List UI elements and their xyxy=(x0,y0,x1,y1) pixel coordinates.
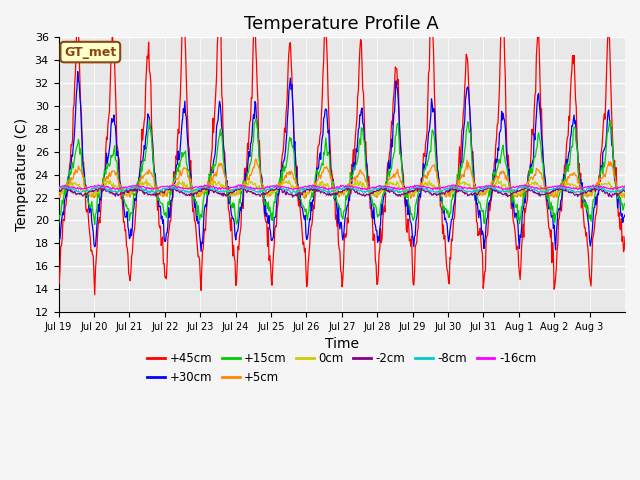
0cm xyxy=(300,195,308,201)
Legend: +45cm, +30cm, +15cm, +5cm, 0cm, -2cm, -8cm, -16cm: +45cm, +30cm, +15cm, +5cm, 0cm, -2cm, -8… xyxy=(143,347,541,388)
+45cm xyxy=(91,292,99,298)
-16cm xyxy=(433,185,441,191)
+15cm xyxy=(621,201,629,206)
Line: -8cm: -8cm xyxy=(58,186,625,193)
+15cm xyxy=(253,116,260,122)
+15cm xyxy=(121,200,129,206)
+5cm xyxy=(433,176,441,181)
X-axis label: Time: Time xyxy=(324,337,359,351)
+5cm xyxy=(254,162,262,168)
+30cm xyxy=(433,166,441,172)
+5cm xyxy=(54,191,62,197)
-16cm xyxy=(225,185,233,191)
+15cm xyxy=(54,222,62,228)
-8cm xyxy=(121,188,129,193)
+30cm xyxy=(255,144,262,149)
Y-axis label: Temperature (C): Temperature (C) xyxy=(15,118,29,231)
0cm xyxy=(433,185,440,191)
-2cm xyxy=(54,187,62,192)
+15cm xyxy=(275,178,283,184)
0cm xyxy=(493,176,501,182)
+30cm xyxy=(54,233,62,239)
+5cm xyxy=(402,185,410,191)
-2cm xyxy=(121,189,129,194)
0cm xyxy=(275,185,282,191)
-16cm xyxy=(237,182,244,188)
-8cm xyxy=(402,188,410,193)
+30cm xyxy=(621,212,629,218)
-2cm xyxy=(401,191,409,196)
-16cm xyxy=(54,183,62,189)
Title: Temperature Profile A: Temperature Profile A xyxy=(244,15,439,33)
Line: -2cm: -2cm xyxy=(58,187,625,197)
+15cm xyxy=(433,168,440,173)
+45cm xyxy=(401,200,409,206)
0cm xyxy=(253,184,261,190)
-2cm xyxy=(275,186,283,192)
+45cm xyxy=(254,99,262,105)
0cm xyxy=(621,189,629,195)
0cm xyxy=(401,188,409,193)
+30cm xyxy=(197,249,205,254)
0cm xyxy=(225,189,233,195)
-8cm xyxy=(275,184,283,190)
-2cm xyxy=(608,194,616,200)
+45cm xyxy=(433,151,440,156)
+15cm xyxy=(225,193,233,199)
-2cm xyxy=(433,192,440,198)
+45cm xyxy=(499,1,507,7)
Line: +45cm: +45cm xyxy=(58,4,625,295)
Line: +15cm: +15cm xyxy=(58,119,625,225)
+5cm xyxy=(621,195,629,201)
+30cm xyxy=(74,69,81,74)
+30cm xyxy=(227,204,234,210)
+45cm xyxy=(54,270,62,276)
+30cm xyxy=(402,204,410,209)
Line: -16cm: -16cm xyxy=(58,185,625,190)
-16cm xyxy=(275,184,283,190)
Line: +30cm: +30cm xyxy=(58,72,625,252)
+30cm xyxy=(276,183,284,189)
-16cm xyxy=(121,184,129,190)
-8cm xyxy=(54,185,62,191)
+45cm xyxy=(621,234,629,240)
-8cm xyxy=(144,190,152,196)
Text: GT_met: GT_met xyxy=(64,46,116,59)
-16cm xyxy=(621,183,629,189)
+5cm xyxy=(225,189,233,194)
Line: +5cm: +5cm xyxy=(58,159,625,199)
0cm xyxy=(54,190,62,195)
+5cm xyxy=(301,196,308,202)
+45cm xyxy=(275,184,283,190)
-8cm xyxy=(226,188,234,194)
+15cm xyxy=(401,194,409,200)
-8cm xyxy=(433,190,441,195)
+15cm xyxy=(254,131,262,137)
-2cm xyxy=(225,191,233,196)
0cm xyxy=(121,188,129,194)
-8cm xyxy=(621,185,629,191)
+5cm xyxy=(252,156,260,162)
+5cm xyxy=(121,192,129,197)
-16cm xyxy=(324,187,332,192)
-2cm xyxy=(273,184,281,190)
+5cm xyxy=(275,181,283,187)
+45cm xyxy=(226,216,234,222)
-2cm xyxy=(621,189,629,194)
-16cm xyxy=(254,186,262,192)
-8cm xyxy=(305,183,313,189)
Line: 0cm: 0cm xyxy=(58,179,625,198)
-8cm xyxy=(254,190,262,195)
+30cm xyxy=(122,214,129,220)
-2cm xyxy=(253,192,261,197)
-16cm xyxy=(402,186,410,192)
+45cm xyxy=(122,227,129,233)
